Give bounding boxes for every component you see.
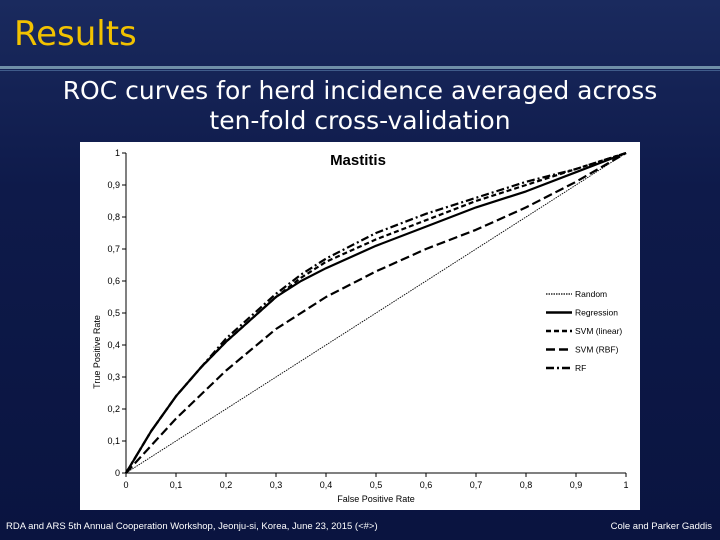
series-group xyxy=(125,151,627,474)
legend-label: SVM (RBF) xyxy=(575,345,619,355)
roc-chart: 0 0,1 0,2 0,3 0,4 0,5 0,6 0,7 0,8 0,9 1 0 0,1 0,2 0,3 0… xyxy=(92,148,629,504)
y-tick-label: 1 xyxy=(115,148,120,158)
series-line-svm-rbf xyxy=(125,152,627,474)
y-tick-label: 0,8 xyxy=(107,212,120,222)
y-axis-label: True Positive Rate xyxy=(92,315,102,389)
x-tick-label: 0,7 xyxy=(470,480,483,490)
x-tick-label: 0,3 xyxy=(270,480,283,490)
legend-label: Regression xyxy=(575,308,618,318)
footer-authors: Cole and Parker Gaddis xyxy=(610,521,712,532)
x-axis-label: False Positive Rate xyxy=(337,494,415,504)
series-line-svm-linear xyxy=(125,151,627,474)
x-tick-label: 0,2 xyxy=(220,480,233,490)
y-tick-label: 0,9 xyxy=(107,180,120,190)
y-tick-label: 0,3 xyxy=(107,372,120,382)
legend-label: SVM (linear) xyxy=(575,326,622,336)
chart-title: Mastitis xyxy=(330,152,386,169)
chart-panel: 0 0,1 0,2 0,3 0,4 0,5 0,6 0,7 0,8 0,9 1 0 0,1 0,2 0,3 0… xyxy=(80,142,640,510)
x-tick-label: 0,4 xyxy=(320,480,333,490)
y-tick-label: 0,1 xyxy=(107,436,120,446)
title-divider xyxy=(0,66,720,69)
x-tick-label: 0,8 xyxy=(520,480,533,490)
title-divider-thin xyxy=(0,70,720,71)
x-tick-label: 1 xyxy=(623,480,628,490)
legend-label: RF xyxy=(575,363,586,373)
footer-citation: RDA and ARS 5th Annual Cooperation Works… xyxy=(6,521,378,532)
slide-title: Results xyxy=(14,14,137,54)
y-tick-label: 0,2 xyxy=(107,404,120,414)
y-tick-label: 0 xyxy=(115,468,120,478)
y-tick-label: 0,5 xyxy=(107,308,120,318)
x-tick-label: 0,1 xyxy=(170,480,183,490)
y-tick-label: 0,4 xyxy=(107,340,120,350)
x-tick-label: 0,5 xyxy=(370,480,383,490)
series-line-random xyxy=(125,152,627,474)
legend-label: Random xyxy=(575,289,607,299)
legend-group: Random Regression SVM (linear) SVM (RBF) RF xyxy=(546,289,622,373)
y-tick-label: 0,6 xyxy=(107,276,120,286)
y-tick-label: 0,7 xyxy=(107,244,120,254)
x-tick-label: 0 xyxy=(123,480,128,490)
slide-subtitle: ROC curves for herd incidence averaged a… xyxy=(62,76,658,135)
x-tick-label: 0,6 xyxy=(420,480,433,490)
axes-group: 0 0,1 0,2 0,3 0,4 0,5 0,6 0,7 0,8 0,9 1 0 0,1 0,2 0,3 0… xyxy=(107,148,628,490)
x-tick-label: 0,9 xyxy=(570,480,583,490)
